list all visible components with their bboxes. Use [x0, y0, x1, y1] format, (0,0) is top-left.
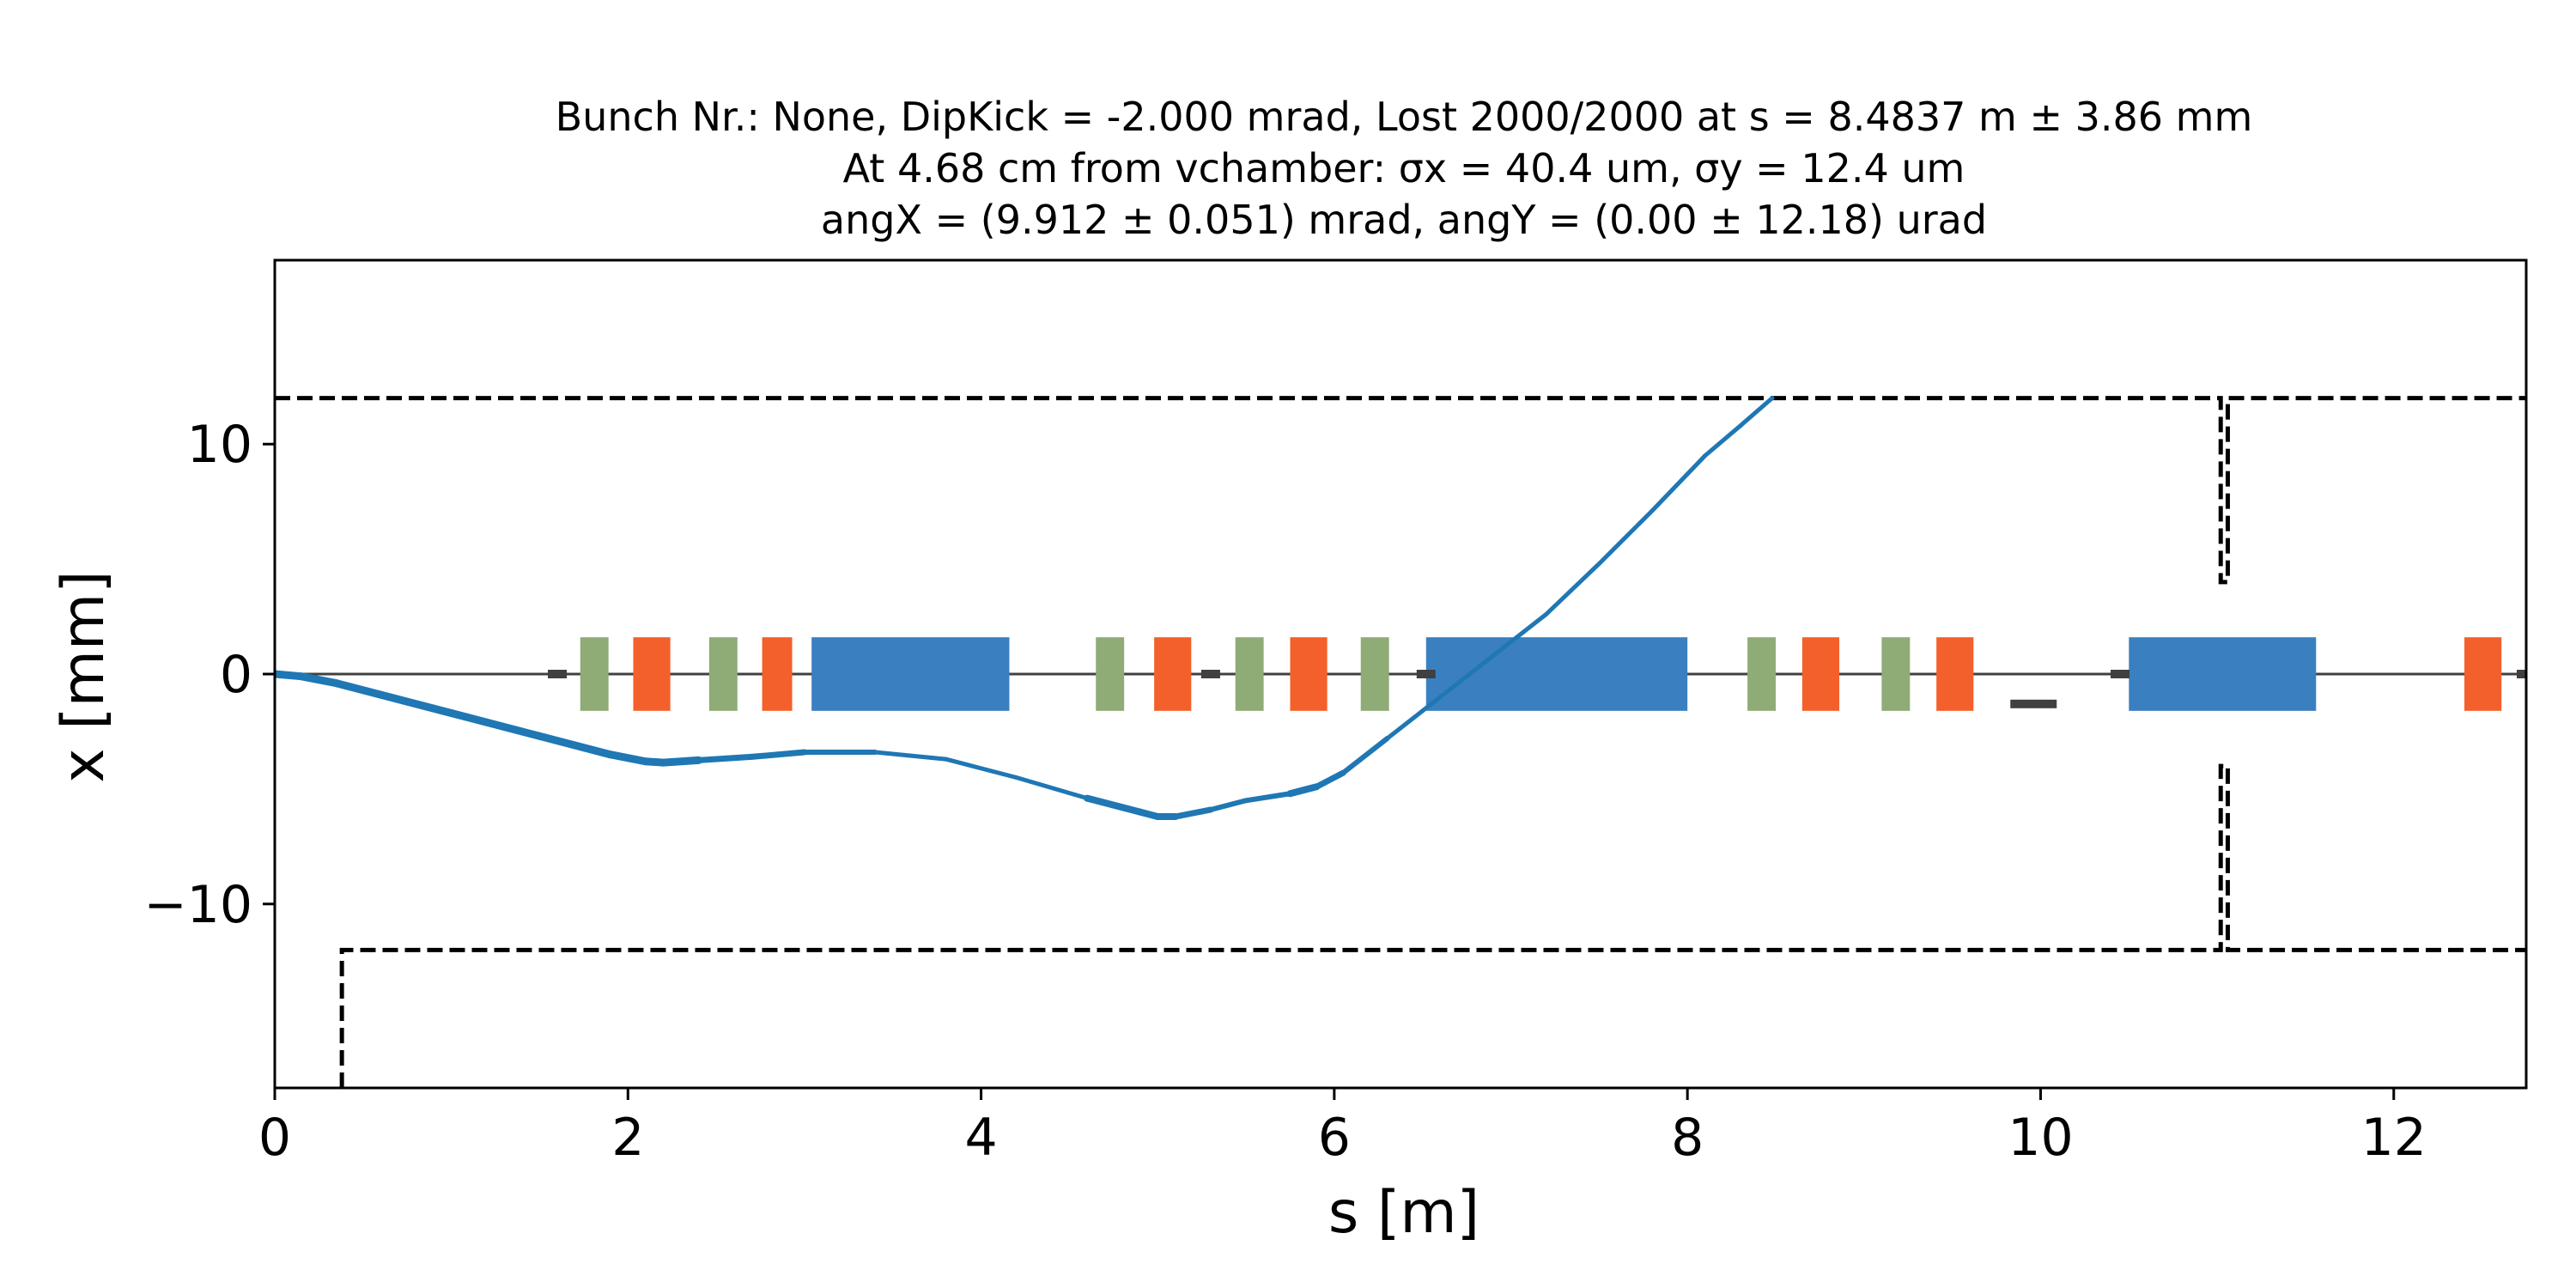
chamber-wall-upper: [275, 396, 2526, 585]
trajectory-layer: [275, 396, 1775, 821]
trajectory-segment: [1649, 453, 1708, 513]
dipole-magnet: [1425, 637, 1688, 711]
dipole-magnet: [811, 637, 1010, 711]
trajectory-segment: [1286, 783, 1321, 798]
corrector-magnet: [2010, 699, 2057, 708]
corrector-magnet: [548, 670, 568, 678]
trajectory-segment: [606, 750, 650, 766]
trajectory-segment: [1083, 794, 1144, 816]
trajectory-segment: [275, 670, 306, 681]
y-tick-label: −10: [143, 875, 252, 935]
chamber-layer: [275, 396, 2526, 1088]
title-line-2: At 4.68 cm from vchamber: σx = 40.4 um, …: [843, 145, 1965, 191]
x-tick-label: 0: [258, 1108, 291, 1168]
title-line-3: angX = (9.912 ± 0.051) mrad, angY = (0.0…: [821, 197, 1987, 243]
quadrupole-magnet: [1801, 637, 1840, 711]
trajectory-segment: [1385, 695, 1443, 741]
trajectory-segment: [748, 749, 808, 760]
x-tick-label: 2: [611, 1108, 644, 1168]
trajectory-segment: [1544, 561, 1601, 617]
quadrupole-magnet: [762, 637, 793, 711]
x-tick-label: 8: [1671, 1108, 1704, 1168]
trajectory-segment: [447, 709, 544, 740]
quadrupole-magnet: [1154, 637, 1192, 711]
trajectory-segment: [1596, 508, 1655, 566]
trajectory-segment: [1172, 806, 1214, 820]
quadrupole-magnet: [2464, 637, 2502, 711]
sextupole-magnet: [580, 637, 609, 711]
trajectory-segment: [659, 756, 703, 767]
corrector-magnet: [2517, 670, 2526, 678]
sextupole-magnet: [1881, 637, 1911, 711]
trajectory-segment: [1014, 775, 1090, 801]
sextupole-magnet: [1235, 637, 1264, 711]
chamber-wall-lower: [339, 763, 2526, 1088]
trajectory-segment: [872, 750, 948, 762]
sextupole-magnet: [1360, 637, 1389, 711]
y-tick-label: 10: [187, 415, 252, 475]
trajectory-segment: [332, 679, 385, 699]
trajectory-segment: [943, 756, 1019, 780]
x-axis-label: s [m]: [1328, 1179, 1479, 1247]
x-tick-label: 10: [2008, 1108, 2073, 1168]
quadrupole-magnet: [1936, 637, 1974, 711]
chart-title: Bunch Nr.: None, DipKick = -2.000 mrad, …: [556, 94, 2253, 243]
trajectory-segment: [1703, 423, 1743, 459]
trajectory-segment: [696, 753, 755, 763]
corrector-magnet: [2111, 670, 2130, 678]
plot-area: [273, 258, 2528, 1090]
sextupole-magnet: [1096, 637, 1125, 711]
corrector-magnet: [1200, 670, 1220, 678]
x-tick-label: 12: [2361, 1108, 2427, 1168]
sextupole-magnet: [708, 637, 738, 711]
trajectory-segment: [376, 690, 456, 718]
quadrupole-magnet: [1290, 637, 1327, 711]
trajectory-segment: [1243, 791, 1293, 804]
quadrupole-magnet: [633, 637, 671, 711]
y-axis: −10 0 10: [143, 415, 275, 935]
trajectory-segment: [1207, 798, 1249, 812]
trajectory-segment: [1313, 769, 1346, 790]
trajectory-segment: [1738, 396, 1775, 428]
trajectory-segment: [1340, 735, 1390, 776]
trajectory-segment: [297, 672, 341, 688]
trajectory-segment: [1491, 611, 1549, 659]
y-axis-label: x [mm]: [50, 570, 118, 782]
x-tick-label: 6: [1318, 1108, 1351, 1168]
corrector-magnet: [1416, 670, 1436, 678]
sextupole-magnet: [1747, 637, 1776, 711]
dipole-magnet: [2129, 637, 2317, 711]
trajectory-segment: [1437, 653, 1496, 700]
x-axis: 0 2 4 6 8 10 12: [258, 1088, 2427, 1168]
trajectory-segment: [535, 732, 615, 759]
lattice-layer: [548, 637, 2526, 711]
y-tick-label: 0: [220, 645, 252, 705]
x-tick-label: 4: [964, 1108, 997, 1168]
title-line-1: Bunch Nr.: None, DipKick = -2.000 mrad, …: [556, 94, 2253, 140]
